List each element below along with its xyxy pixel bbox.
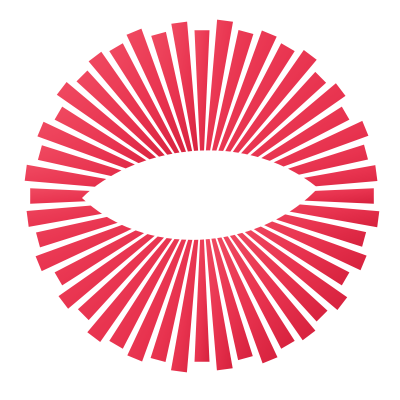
sunburst-ray: [210, 30, 254, 158]
sunburst-ray: [241, 199, 380, 228]
sunburst-ray: [109, 43, 184, 163]
sunburst-ray: [35, 209, 166, 272]
sunburst-ray: [240, 204, 367, 247]
sunburst-ray: [238, 209, 367, 271]
sunburst-rays: [24, 19, 380, 373]
sunburst-ray: [229, 223, 328, 322]
sunburst-ray: [232, 218, 348, 310]
sunburst-ray: [232, 83, 346, 174]
sunburst-ray: [87, 226, 180, 342]
sunburst-ray: [30, 188, 163, 204]
sunburst-ray: [238, 120, 369, 183]
sunburst-ray: [235, 214, 350, 286]
sunburst-ray: [54, 214, 169, 286]
sunburst-ray: [109, 229, 184, 349]
sunburst-ray: [215, 232, 278, 364]
sunburst-ray: [210, 234, 253, 361]
sunburst-ray: [88, 51, 180, 166]
sunburst-ray: [229, 71, 327, 169]
sunburst-ray: [150, 234, 194, 362]
sunburst-ray: [224, 226, 316, 341]
sunburst-ray: [215, 30, 277, 160]
sunburst-ray: [171, 235, 199, 373]
sunburst-ray: [224, 50, 317, 166]
sunburst-ray: [77, 223, 175, 321]
sunburst-ray: [127, 232, 189, 362]
sunburst-ray: [24, 164, 163, 193]
sunburst-ray: [220, 43, 295, 163]
sunburst-ray: [205, 235, 233, 371]
sunburst-ray: [26, 199, 163, 227]
sunburst-ray: [76, 70, 175, 169]
sunburst-ray: [171, 21, 199, 157]
sunburst-ray: [54, 106, 169, 178]
sunburst-ray: [56, 82, 172, 174]
sunburst-ray: [235, 106, 350, 178]
sunburst-ray: [58, 218, 172, 309]
sunburst-ray: [194, 30, 210, 157]
sunburst-ray: [37, 121, 166, 183]
sunburst-ray: [242, 188, 374, 204]
sunburst-ray: [194, 236, 210, 362]
sunburst-ray: [240, 144, 368, 188]
sunburst-ray: [151, 31, 194, 158]
sunburst-ray: [126, 28, 189, 160]
sunburst-ray: [205, 19, 233, 157]
sunburst-ray: [37, 145, 164, 188]
sunburst-ray: [36, 204, 164, 248]
sunburst-ray: [241, 165, 378, 193]
sunburst-ray: [220, 229, 295, 349]
